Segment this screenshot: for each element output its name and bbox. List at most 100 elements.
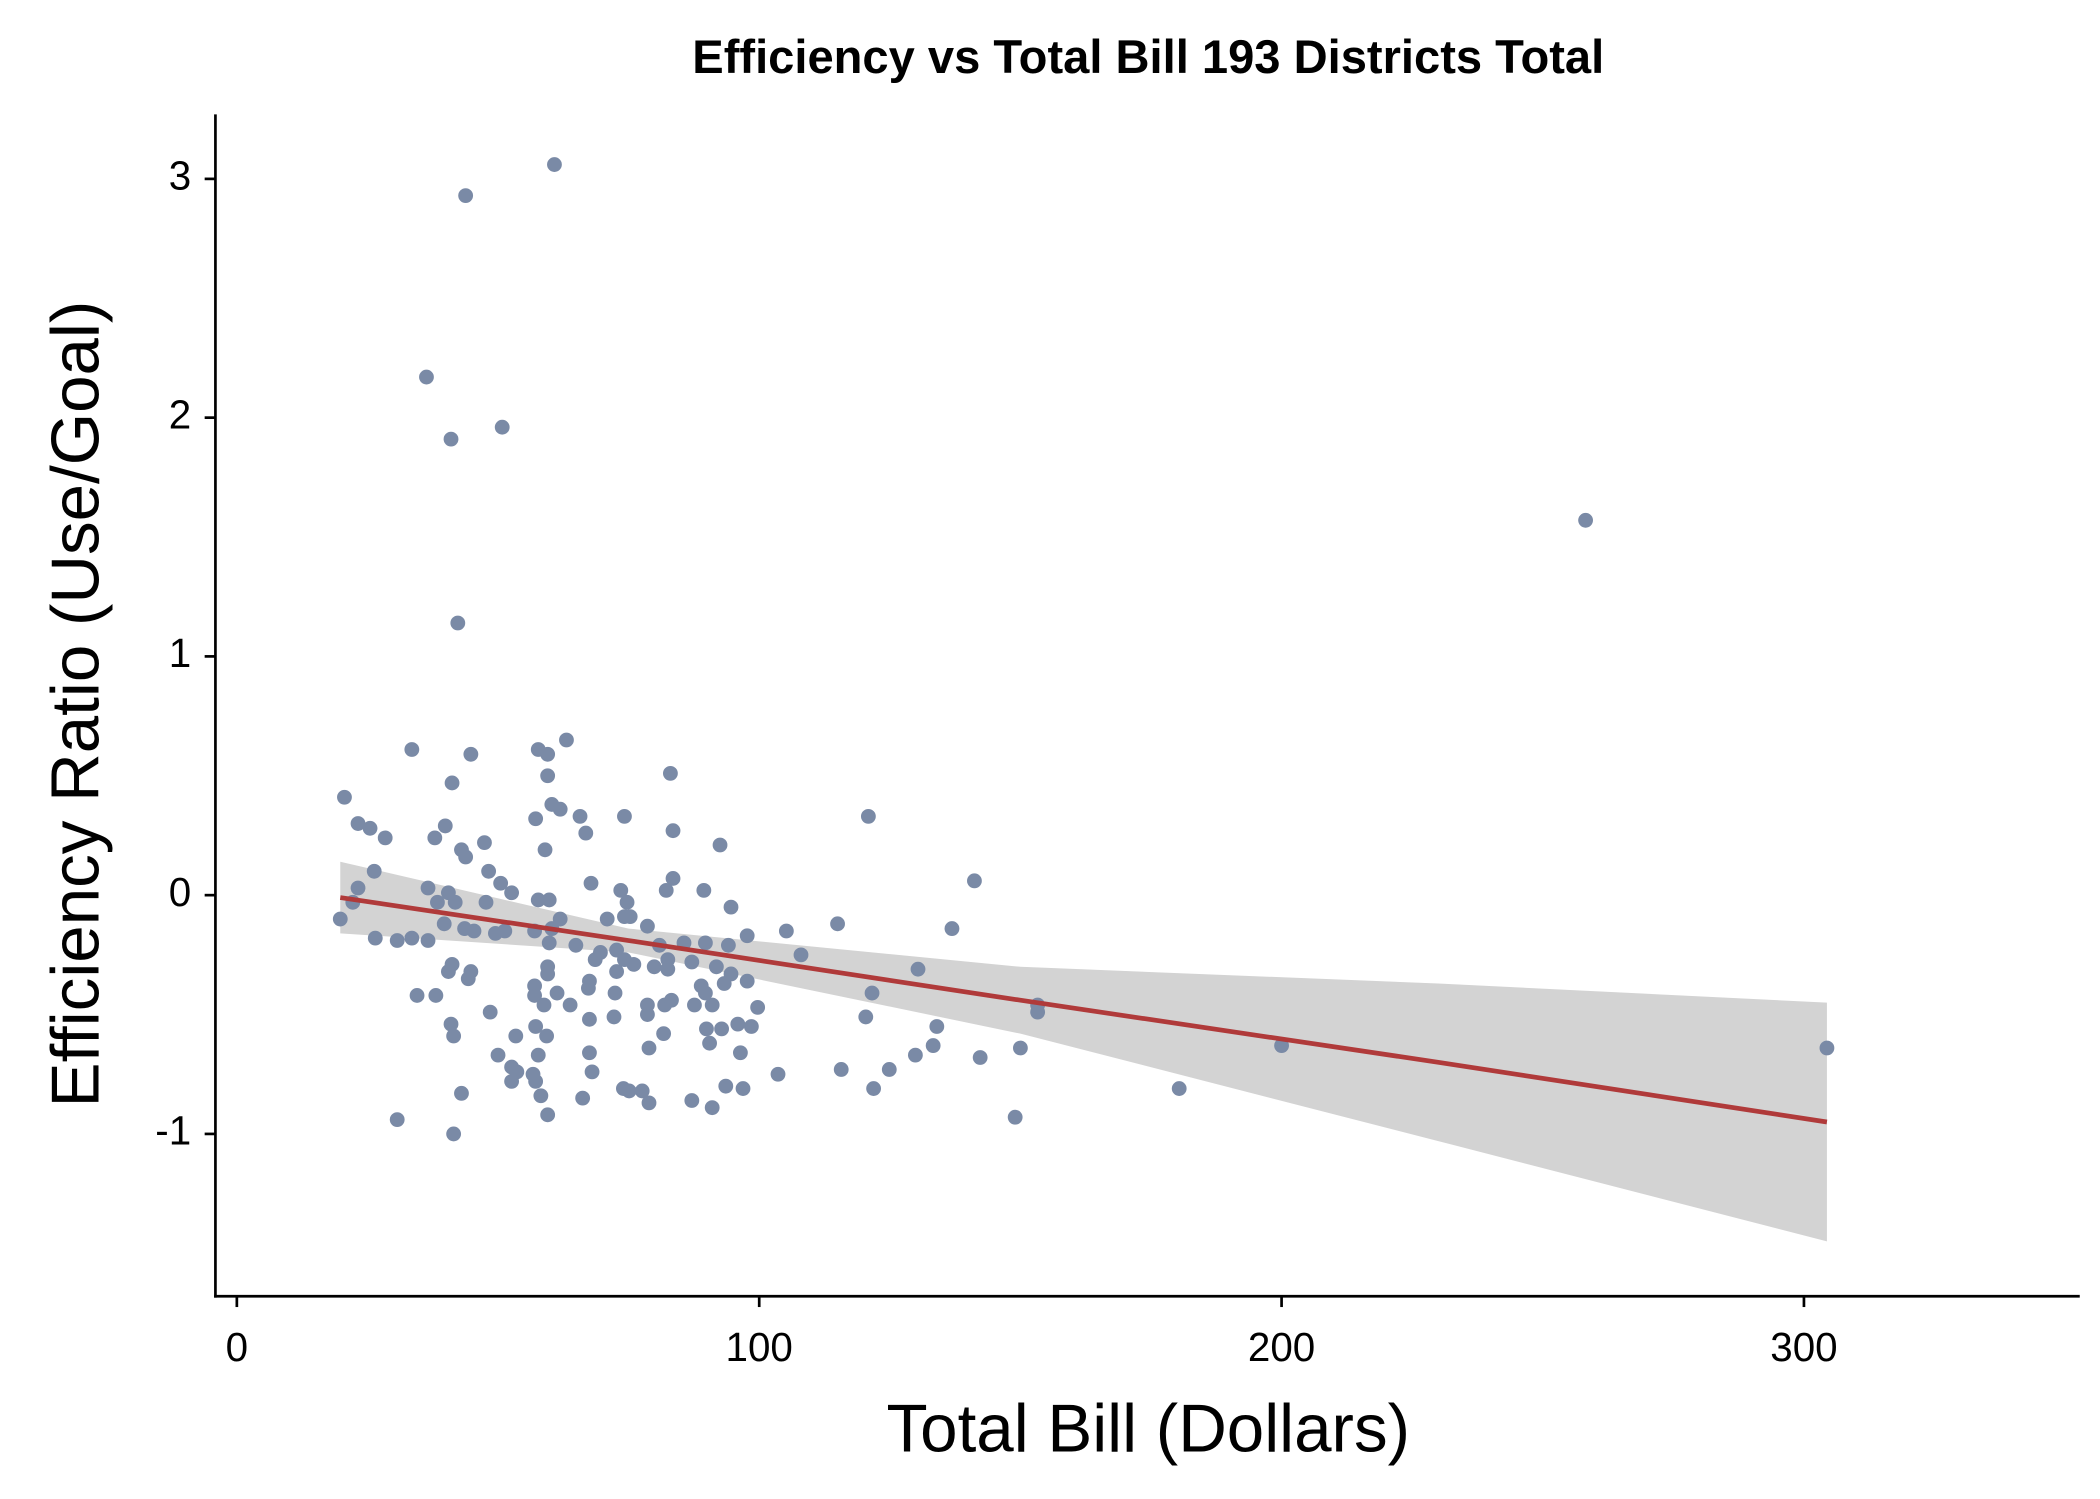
point <box>504 1073 520 1089</box>
point <box>696 882 712 898</box>
point <box>881 1062 897 1077</box>
point <box>430 894 445 910</box>
point <box>528 811 544 827</box>
point <box>634 1083 650 1099</box>
point <box>420 933 436 948</box>
point <box>466 923 482 939</box>
point <box>572 808 588 824</box>
point <box>427 830 443 846</box>
point <box>482 1004 498 1020</box>
point <box>446 1028 462 1044</box>
point <box>733 1045 748 1061</box>
point <box>944 921 960 936</box>
point <box>404 930 420 946</box>
point <box>527 988 542 1003</box>
point <box>541 935 557 951</box>
point <box>477 835 492 851</box>
point <box>793 947 809 963</box>
point <box>967 873 982 889</box>
point <box>663 765 678 781</box>
point <box>559 732 574 748</box>
point <box>699 1021 714 1037</box>
point <box>332 911 348 927</box>
point <box>613 882 629 898</box>
point <box>640 1007 655 1022</box>
point <box>730 1016 746 1032</box>
point <box>552 911 568 927</box>
point <box>583 875 599 891</box>
point <box>1578 512 1593 528</box>
point <box>540 768 556 784</box>
point <box>497 923 513 939</box>
point <box>537 842 553 858</box>
y-tick-label: 1 <box>169 630 191 676</box>
point <box>562 997 578 1013</box>
point <box>568 937 584 953</box>
point <box>350 816 366 831</box>
point <box>582 1045 597 1061</box>
point <box>437 818 453 834</box>
point <box>910 961 926 977</box>
x-tick-label: 0 <box>226 1324 248 1370</box>
point <box>419 369 434 385</box>
point <box>617 808 632 824</box>
point <box>362 820 378 836</box>
point <box>698 935 713 951</box>
point <box>350 880 366 896</box>
point <box>463 746 479 762</box>
point <box>580 980 596 996</box>
point <box>454 1085 469 1101</box>
regression-line <box>339 895 1828 1125</box>
point <box>530 1047 546 1063</box>
point <box>1007 1109 1023 1125</box>
point <box>925 1038 941 1053</box>
point <box>704 1100 720 1116</box>
point <box>1012 1040 1028 1056</box>
point <box>409 988 425 1003</box>
point <box>490 1047 506 1063</box>
point <box>739 973 755 989</box>
point <box>504 885 520 901</box>
point <box>641 1040 657 1056</box>
point <box>656 1026 672 1042</box>
point <box>530 892 546 908</box>
point <box>528 1019 544 1034</box>
point <box>404 742 420 757</box>
point <box>708 959 724 975</box>
point <box>606 1009 622 1025</box>
x-axis-label: Total Bill (Dollars) <box>886 1391 1410 1466</box>
point <box>443 1016 459 1032</box>
point <box>1030 1004 1046 1020</box>
point <box>626 956 642 972</box>
point <box>641 1095 657 1111</box>
point <box>702 1035 717 1051</box>
point <box>712 837 728 853</box>
point <box>540 746 556 762</box>
point <box>450 615 466 631</box>
point <box>540 966 556 982</box>
point <box>436 916 452 932</box>
point <box>460 971 476 987</box>
point <box>665 823 681 839</box>
point <box>684 1093 700 1108</box>
point <box>830 916 845 932</box>
point <box>718 1078 734 1094</box>
y-tick-label: -1 <box>155 1108 191 1154</box>
point <box>1819 1040 1835 1056</box>
point <box>478 894 494 910</box>
point <box>929 1019 945 1034</box>
point <box>684 954 700 970</box>
point <box>833 1062 849 1077</box>
y-tick-label: 3 <box>169 153 191 199</box>
point <box>540 1107 556 1123</box>
point <box>864 985 880 1001</box>
point <box>621 1083 637 1099</box>
point <box>377 830 393 846</box>
point <box>972 1050 988 1065</box>
point <box>587 952 603 968</box>
point <box>770 1066 786 1082</box>
point <box>658 882 674 898</box>
point <box>389 933 405 948</box>
point <box>533 1088 549 1104</box>
